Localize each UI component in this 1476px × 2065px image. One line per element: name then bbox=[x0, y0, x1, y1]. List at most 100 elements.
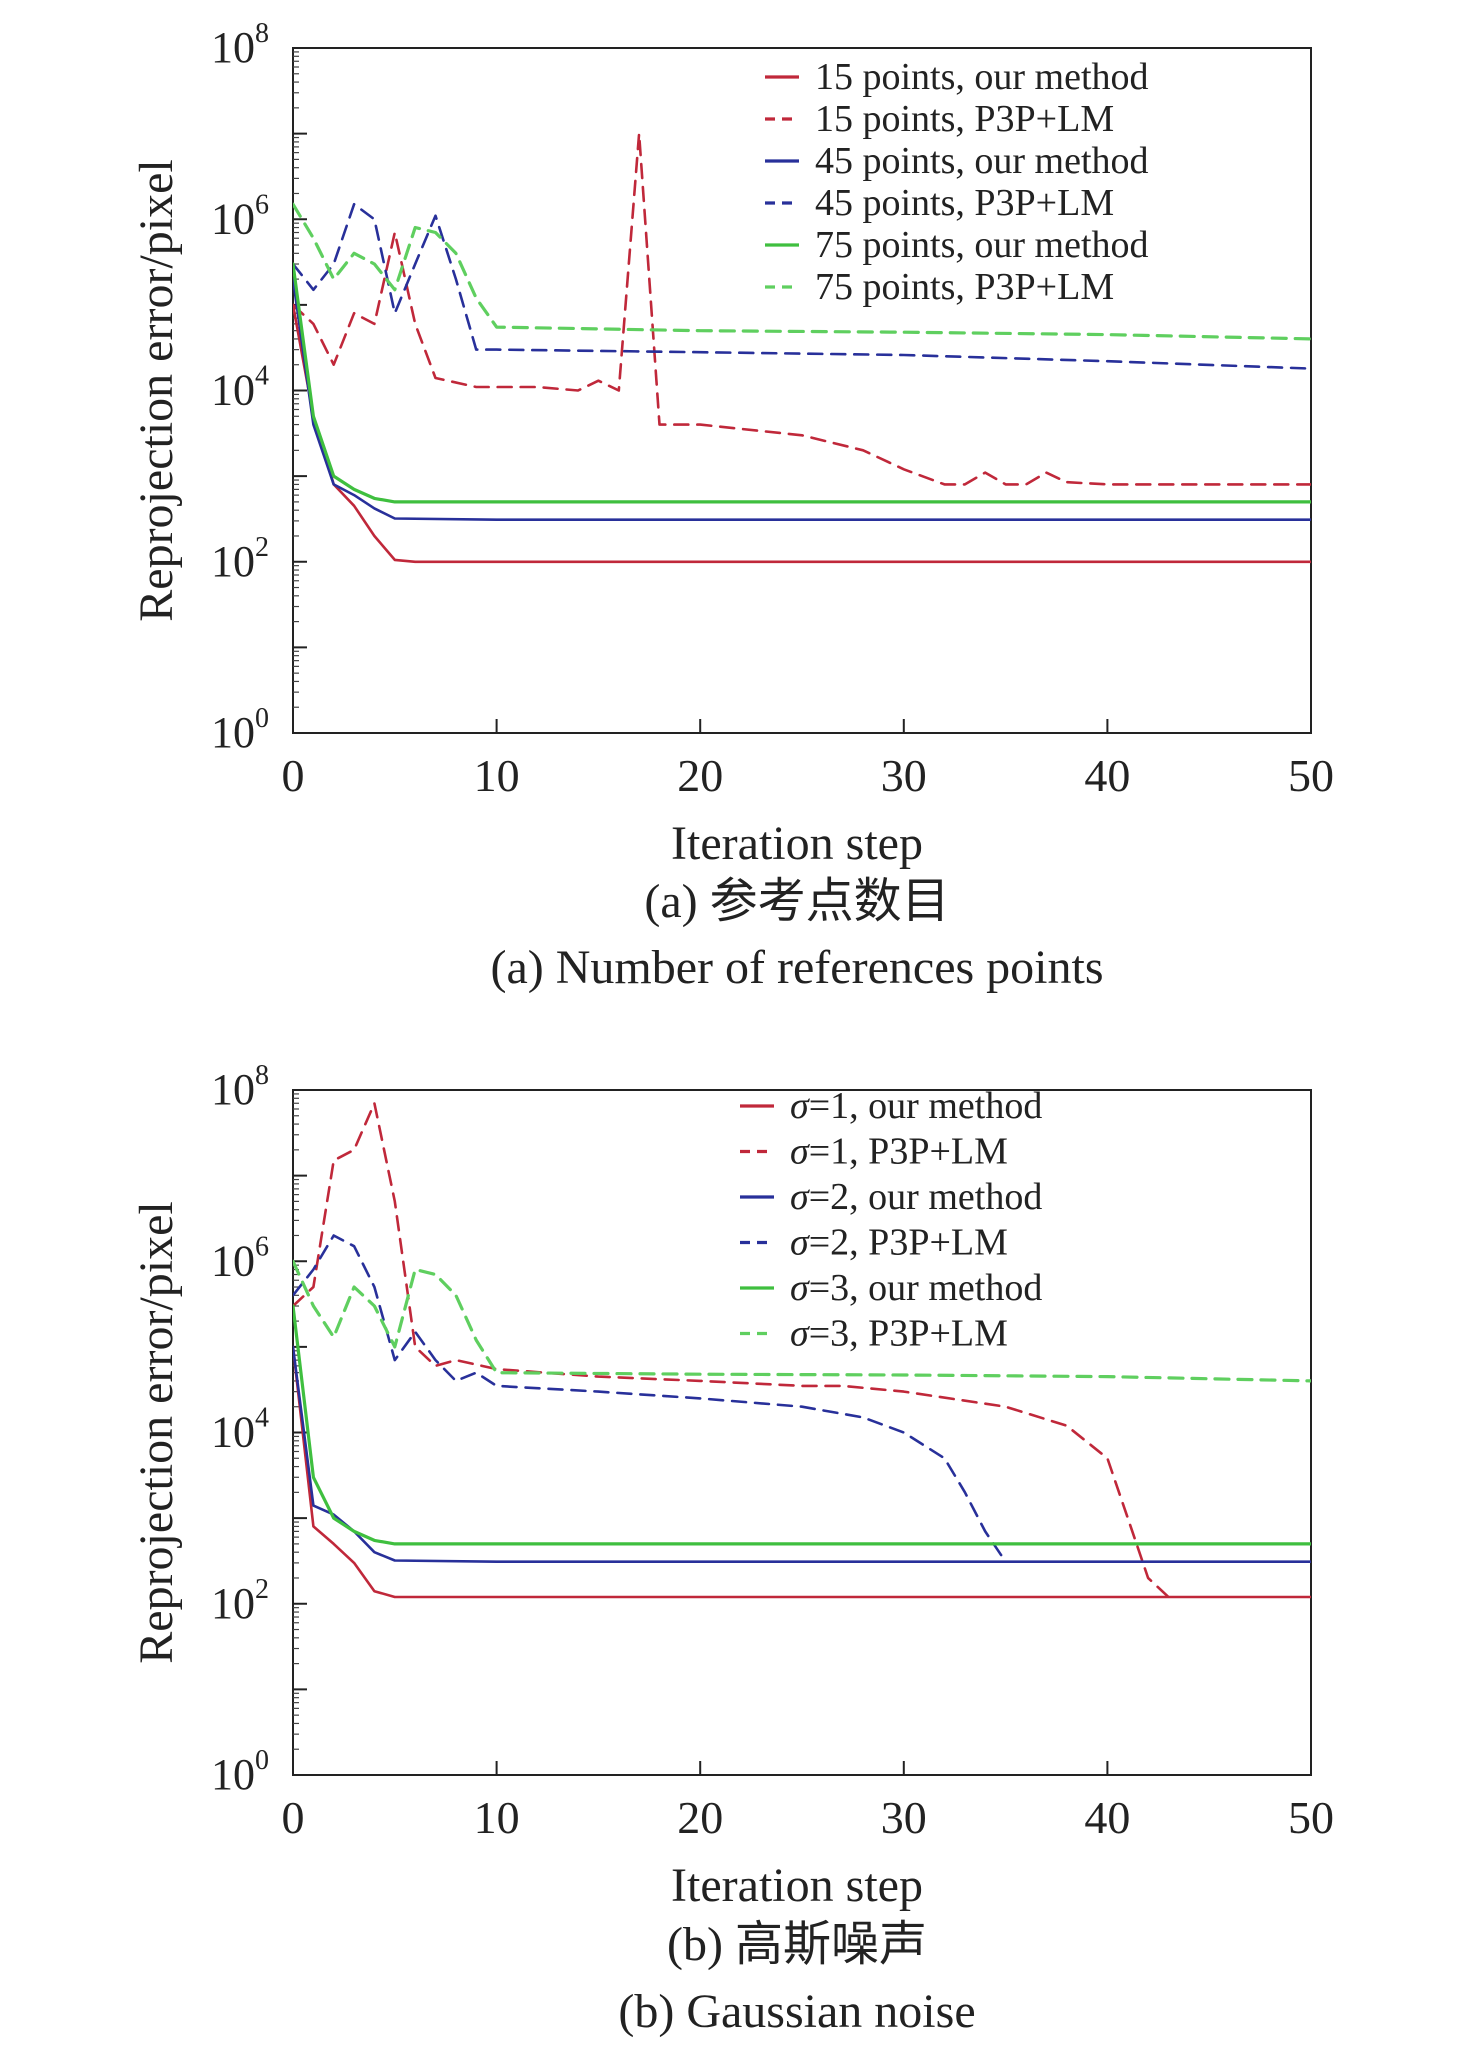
y-tick-label: 104 bbox=[211, 1403, 269, 1457]
series-line-2 bbox=[293, 1102, 1170, 1599]
y-tick-base: 10 bbox=[211, 1065, 255, 1114]
legend-text: =2, our method bbox=[809, 1176, 1043, 1218]
legend-label: 75 points, P3P+LM bbox=[815, 266, 1114, 308]
x-tick-label: 20 bbox=[677, 1792, 723, 1843]
legend-label: σ=1, P3P+LM bbox=[790, 1131, 1008, 1173]
x-tick-label: 30 bbox=[881, 750, 927, 801]
legend-label: σ=1, our method bbox=[790, 1085, 1042, 1127]
y-tick-base: 10 bbox=[211, 1408, 255, 1457]
series-line-6 bbox=[293, 202, 1311, 341]
y-tick-base: 10 bbox=[211, 1579, 255, 1628]
y-tick-label: 106 bbox=[211, 1231, 269, 1285]
x-tick-label: 50 bbox=[1288, 1792, 1334, 1843]
y-tick-label: 108 bbox=[211, 18, 269, 72]
legend-sigma: σ bbox=[790, 1222, 810, 1264]
x-tick-label: 20 bbox=[677, 750, 723, 801]
y-tick-label: 100 bbox=[211, 703, 269, 757]
y-tick-exponent: 8 bbox=[255, 1060, 269, 1091]
legend-sigma: σ bbox=[790, 1131, 810, 1173]
series-line-1 bbox=[293, 1345, 1311, 1599]
y-tick-label: 104 bbox=[211, 361, 269, 415]
series-line-4 bbox=[293, 1234, 1007, 1563]
y-tick-base: 10 bbox=[211, 194, 255, 243]
caption-cn: (a) 参考点数目 bbox=[644, 875, 949, 928]
series-line-5 bbox=[293, 1304, 1311, 1546]
legend-label: 45 points, our method bbox=[815, 140, 1149, 182]
legend-sigma: σ bbox=[790, 1313, 810, 1355]
y-tick-base: 10 bbox=[211, 1750, 255, 1799]
series-line-2 bbox=[293, 132, 1311, 486]
plot-frame bbox=[292, 47, 1312, 734]
legend-label: σ=2, P3P+LM bbox=[790, 1222, 1008, 1264]
legend-label: σ=3, P3P+LM bbox=[790, 1313, 1008, 1355]
y-tick-exponent: 6 bbox=[255, 1231, 269, 1262]
y-tick-base: 10 bbox=[211, 537, 255, 586]
series-line-3 bbox=[293, 277, 1311, 521]
y-tick-base: 10 bbox=[211, 708, 255, 757]
y-tick-label: 102 bbox=[211, 1574, 269, 1628]
y-tick-base: 10 bbox=[211, 23, 255, 72]
legend-text: 45 points, P3P+LM bbox=[815, 182, 1114, 224]
x-tick-label: 0 bbox=[282, 750, 305, 801]
legend-text: =2, P3P+LM bbox=[809, 1222, 1008, 1264]
legend-label: 45 points, P3P+LM bbox=[815, 182, 1114, 224]
y-tick-exponent: 8 bbox=[255, 18, 269, 49]
y-axis-label: Reprojection error/pixel bbox=[130, 159, 183, 622]
series-line-3 bbox=[293, 1345, 1311, 1563]
legend-sigma: σ bbox=[790, 1176, 810, 1218]
y-tick-exponent: 0 bbox=[255, 1745, 269, 1776]
legend-text: =1, our method bbox=[809, 1085, 1043, 1127]
y-tick-exponent: 4 bbox=[255, 1403, 269, 1434]
series-lines bbox=[293, 132, 1311, 564]
legend-text: 75 points, P3P+LM bbox=[815, 266, 1114, 308]
x-axis-label: Iteration step bbox=[671, 817, 923, 870]
y-tick-base: 10 bbox=[211, 1236, 255, 1285]
y-tick-exponent: 2 bbox=[255, 1574, 269, 1605]
x-tick-label: 10 bbox=[474, 750, 520, 801]
x-tick-label: 50 bbox=[1288, 750, 1334, 801]
legend-text: =3, P3P+LM bbox=[809, 1313, 1008, 1355]
series-line-1 bbox=[293, 303, 1311, 564]
caption-en: (a) Number of references points bbox=[490, 941, 1103, 994]
series-line-6 bbox=[293, 1259, 1311, 1383]
y-tick-label: 106 bbox=[211, 189, 269, 243]
y-tick-exponent: 4 bbox=[255, 361, 269, 392]
x-axis-label: Iteration step bbox=[671, 1859, 923, 1912]
y-tick-exponent: 2 bbox=[255, 532, 269, 563]
y-tick-label: 102 bbox=[211, 532, 269, 586]
legend-text: =3, our method bbox=[809, 1267, 1043, 1309]
legend-label: 15 points, our method bbox=[815, 56, 1149, 98]
legend-label: 15 points, P3P+LM bbox=[815, 98, 1114, 140]
series-line-4 bbox=[293, 202, 1311, 370]
caption-cn: (b) 高斯噪声 bbox=[667, 1918, 927, 1971]
legend-text: 45 points, our method bbox=[815, 140, 1149, 182]
y-tick-label: 100 bbox=[211, 1745, 269, 1799]
legend-text: 15 points, P3P+LM bbox=[815, 98, 1114, 140]
legend-label: σ=3, our method bbox=[790, 1267, 1042, 1309]
legend-label: 75 points, our method bbox=[815, 224, 1149, 266]
y-tick-exponent: 0 bbox=[255, 703, 269, 734]
legend-text: 15 points, our method bbox=[815, 56, 1149, 98]
series-lines bbox=[293, 1102, 1311, 1599]
legend-text: =1, P3P+LM bbox=[809, 1131, 1008, 1173]
series-line-5 bbox=[293, 262, 1311, 504]
x-tick-label: 40 bbox=[1084, 750, 1130, 801]
y-axis-label: Reprojection error/pixel bbox=[130, 1201, 183, 1664]
y-tick-exponent: 6 bbox=[255, 189, 269, 220]
legend-label: σ=2, our method bbox=[790, 1176, 1042, 1218]
y-tick-label: 108 bbox=[211, 1060, 269, 1114]
legend-sigma: σ bbox=[790, 1267, 810, 1309]
legend-sigma: σ bbox=[790, 1085, 810, 1127]
legend-text: 75 points, our method bbox=[815, 224, 1149, 266]
x-tick-label: 0 bbox=[282, 1792, 305, 1843]
x-tick-label: 10 bbox=[474, 1792, 520, 1843]
x-tick-label: 40 bbox=[1084, 1792, 1130, 1843]
x-tick-label: 30 bbox=[881, 1792, 927, 1843]
caption-en: (b) Gaussian noise bbox=[618, 1985, 975, 2038]
y-tick-base: 10 bbox=[211, 366, 255, 415]
